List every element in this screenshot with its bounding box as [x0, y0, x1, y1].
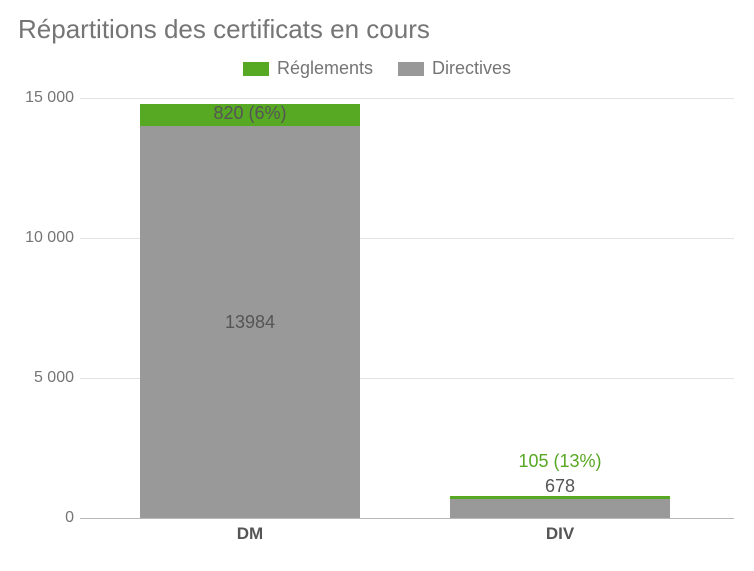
legend-label-reglements: Réglements	[277, 58, 373, 79]
bar-value-label: 13984	[140, 312, 360, 333]
bar-segment-directives	[450, 499, 670, 518]
bar-segment-reglements	[450, 496, 670, 499]
chart-legend: Réglements Directives	[0, 58, 754, 81]
bar-value-label: 820 (6%)	[140, 103, 360, 124]
x-axis-label: DIV	[450, 524, 670, 544]
bar-value-label: 678	[450, 476, 670, 497]
bar-value-label: 105 (13%)	[450, 451, 670, 472]
legend-swatch-reglements	[243, 62, 269, 76]
bar-group: 678 105 (13%)	[450, 98, 670, 518]
legend-label-directives: Directives	[432, 58, 511, 79]
y-tick-label: 0	[14, 509, 74, 527]
x-axis-line	[80, 518, 734, 519]
y-tick-label: 10 000	[14, 229, 74, 247]
x-axis-label: DM	[140, 524, 360, 544]
legend-swatch-directives	[398, 62, 424, 76]
plot-area: 13984 820 (6%) 678 105 (13%)	[80, 98, 734, 518]
y-tick-label: 5 000	[14, 369, 74, 387]
chart-title: Répartitions des certificats en cours	[18, 14, 430, 45]
legend-item-directives: Directives	[398, 58, 511, 79]
bar-group: 13984 820 (6%)	[140, 98, 360, 518]
legend-item-reglements: Réglements	[243, 58, 373, 79]
y-tick-label: 15 000	[14, 89, 74, 107]
chart-container: Répartitions des certificats en cours Ré…	[0, 0, 754, 571]
